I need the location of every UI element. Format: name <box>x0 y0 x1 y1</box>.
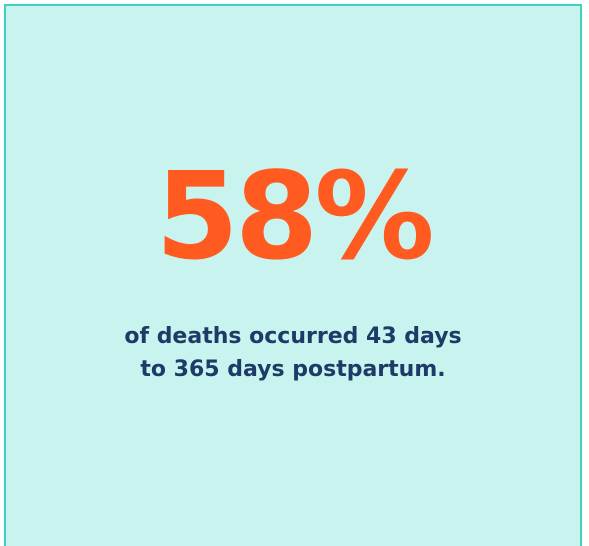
stat-value: 58% <box>155 148 434 287</box>
stat-card: 58% of deaths occurred 43 days to 365 da… <box>4 4 582 546</box>
stat-caption: of deaths occurred 43 days to 365 days p… <box>6 320 580 386</box>
stat-caption-line-2: to 365 days postpartum. <box>140 357 446 382</box>
stat-caption-line-1: of deaths occurred 43 days <box>124 324 462 349</box>
